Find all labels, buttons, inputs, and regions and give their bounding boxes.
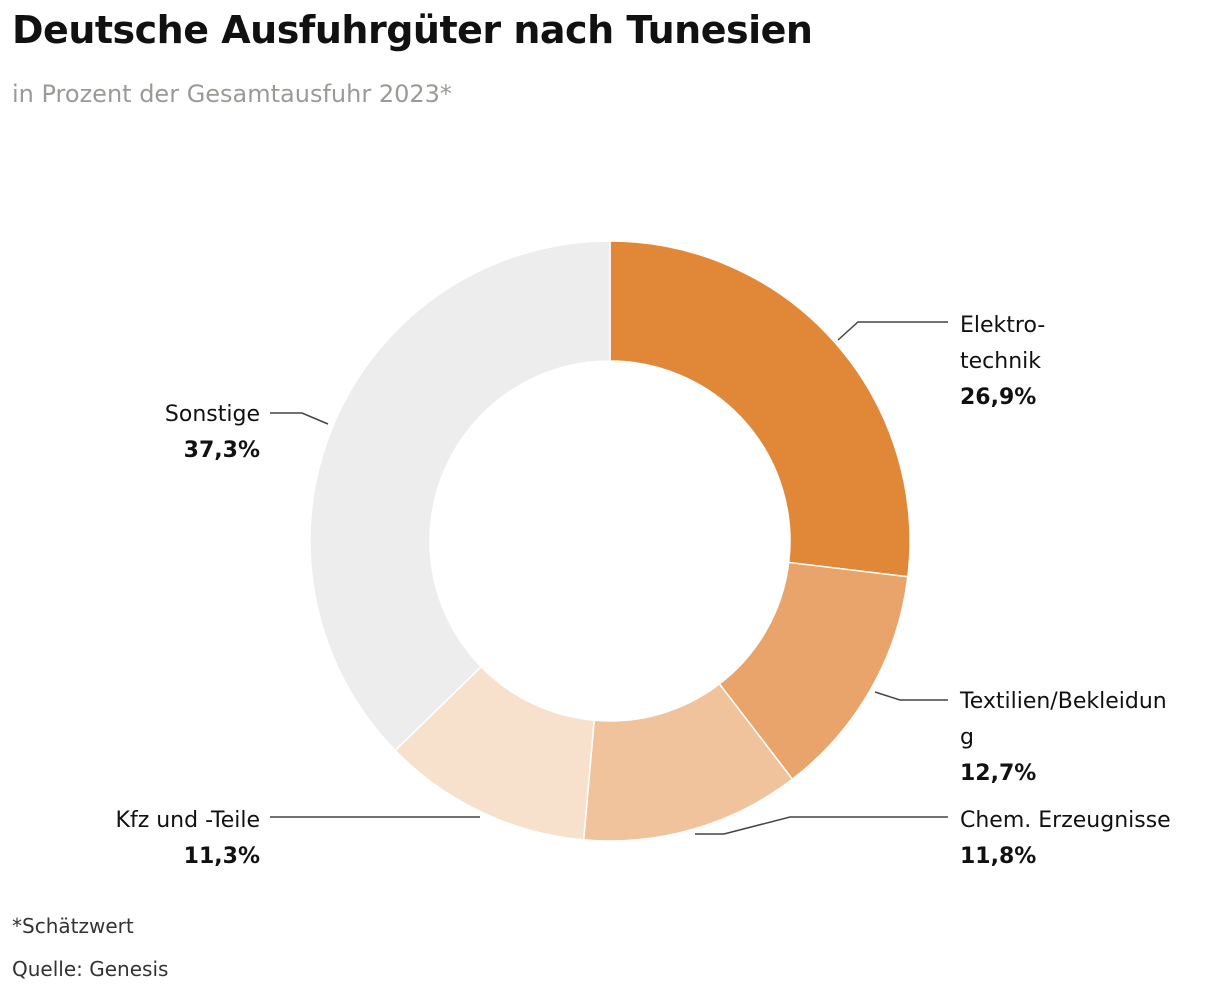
slice-label-5: Sonstige [165,402,260,427]
slice-value-3: 11,8% [960,844,1036,869]
source-note: Quelle: Genesis [12,957,169,981]
donut-slice-1 [609,240,911,578]
slice-value-2: 12,7% [960,761,1036,786]
slice-label-1: Elektro-technik [960,313,1045,374]
slice-label-3: Chem. Erzeugnisse [960,808,1171,833]
slice-value-1: 26,9% [960,385,1036,410]
slice-label-4: Kfz und -Teile [116,808,260,833]
leader-line-1 [837,321,948,341]
slice-value-5: 37,3% [184,438,260,463]
leader-line-5 [270,412,329,425]
slice-labels: Elektro-technik 26,9% Textilien/Bekleidun g… [116,313,1171,869]
chart-subtitle: in Prozent der Gesamtausfuhr 2023* [12,80,452,108]
leader-line-3 [695,816,948,835]
slice-value-4: 11,3% [184,844,260,869]
leader-line-2 [874,691,948,701]
donut-slice-5 [309,240,611,752]
footnote: *Schätzwert [12,914,134,938]
leader-lines [270,321,948,835]
donut-slices [309,240,911,842]
slice-label-2: Textilien/Bekleidun g [959,689,1167,750]
chart-title: Deutsche Ausfuhrgüter nach Tunesien [12,8,813,52]
